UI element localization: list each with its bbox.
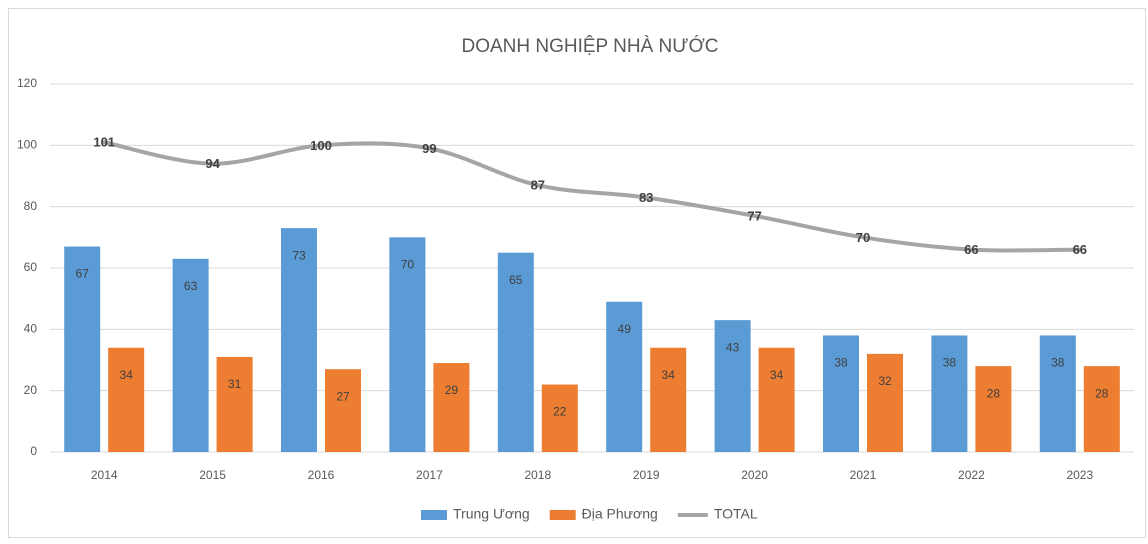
data-label: 28 bbox=[987, 386, 1001, 400]
data-label: 101 bbox=[93, 135, 115, 150]
bar bbox=[650, 347, 687, 452]
bar bbox=[975, 366, 1012, 452]
y-tick-label: 20 bbox=[24, 383, 38, 397]
x-tick-label: 2021 bbox=[850, 468, 877, 482]
x-tick-label: 2018 bbox=[524, 468, 551, 482]
data-label: 63 bbox=[184, 279, 198, 293]
bar bbox=[108, 347, 145, 452]
chart-title: DOANH NGHIỆP NHÀ NƯỚC bbox=[461, 35, 718, 57]
bar bbox=[389, 237, 426, 452]
data-label: 70 bbox=[401, 258, 415, 272]
data-label: 65 bbox=[509, 273, 523, 287]
data-label: 100 bbox=[310, 138, 332, 153]
bar bbox=[1039, 335, 1076, 452]
bar bbox=[325, 369, 361, 452]
y-tick-label: 40 bbox=[24, 322, 38, 336]
legend-swatch bbox=[421, 510, 447, 520]
y-tick-label: 100 bbox=[17, 138, 37, 152]
bar bbox=[497, 252, 534, 452]
bar bbox=[1083, 366, 1120, 452]
x-tick-label: 2023 bbox=[1066, 468, 1093, 482]
data-label: 49 bbox=[618, 322, 632, 336]
x-tick-label: 2019 bbox=[633, 468, 660, 482]
x-tick-label: 2016 bbox=[308, 468, 335, 482]
bar bbox=[433, 363, 470, 452]
data-label: 32 bbox=[878, 374, 892, 388]
data-label: 77 bbox=[747, 208, 761, 223]
bar bbox=[172, 258, 209, 452]
legend-label: Địa Phương bbox=[582, 506, 658, 522]
data-label: 31 bbox=[228, 377, 242, 391]
data-label: 29 bbox=[445, 383, 459, 397]
data-label: 43 bbox=[726, 340, 740, 354]
bar bbox=[606, 301, 643, 452]
data-label: 38 bbox=[834, 356, 848, 370]
data-label: 99 bbox=[422, 141, 436, 156]
data-label: 34 bbox=[120, 368, 134, 382]
line bbox=[102, 140, 1082, 253]
y-tick-label: 80 bbox=[24, 199, 38, 213]
data-label: 34 bbox=[662, 368, 676, 382]
data-label: 83 bbox=[639, 190, 653, 205]
x-tick-label: 2014 bbox=[91, 468, 118, 482]
data-label: 66 bbox=[1073, 242, 1087, 257]
y-tick-label: 0 bbox=[30, 444, 37, 458]
data-label: 22 bbox=[553, 405, 567, 419]
data-label: 73 bbox=[292, 248, 306, 262]
x-tick-label: 2020 bbox=[741, 468, 768, 482]
data-label: 38 bbox=[1051, 356, 1065, 370]
bar bbox=[281, 228, 317, 452]
data-label: 70 bbox=[856, 230, 870, 245]
bar bbox=[64, 246, 101, 452]
legend-swatch bbox=[549, 510, 576, 520]
data-label: 66 bbox=[964, 242, 978, 257]
bar bbox=[758, 347, 795, 452]
y-tick-label: 60 bbox=[24, 260, 38, 274]
data-label: 38 bbox=[943, 356, 957, 370]
bar bbox=[867, 353, 903, 452]
bar bbox=[931, 335, 968, 452]
x-tick-label: 2015 bbox=[199, 468, 226, 482]
bar bbox=[714, 320, 751, 452]
data-label: 34 bbox=[770, 368, 784, 382]
bar bbox=[541, 384, 578, 452]
data-label: 94 bbox=[205, 156, 220, 171]
x-tick-label: 2017 bbox=[416, 468, 443, 482]
data-label: 87 bbox=[531, 178, 545, 193]
data-label: 67 bbox=[76, 267, 90, 281]
data-label: 27 bbox=[336, 389, 350, 403]
bar bbox=[823, 335, 859, 452]
bar bbox=[216, 356, 253, 452]
data-label: 28 bbox=[1095, 386, 1109, 400]
legend-label: TOTAL bbox=[714, 506, 758, 522]
x-tick-label: 2022 bbox=[958, 468, 985, 482]
legend-label: Trung Ương bbox=[453, 506, 530, 522]
y-tick-label: 120 bbox=[17, 76, 37, 90]
